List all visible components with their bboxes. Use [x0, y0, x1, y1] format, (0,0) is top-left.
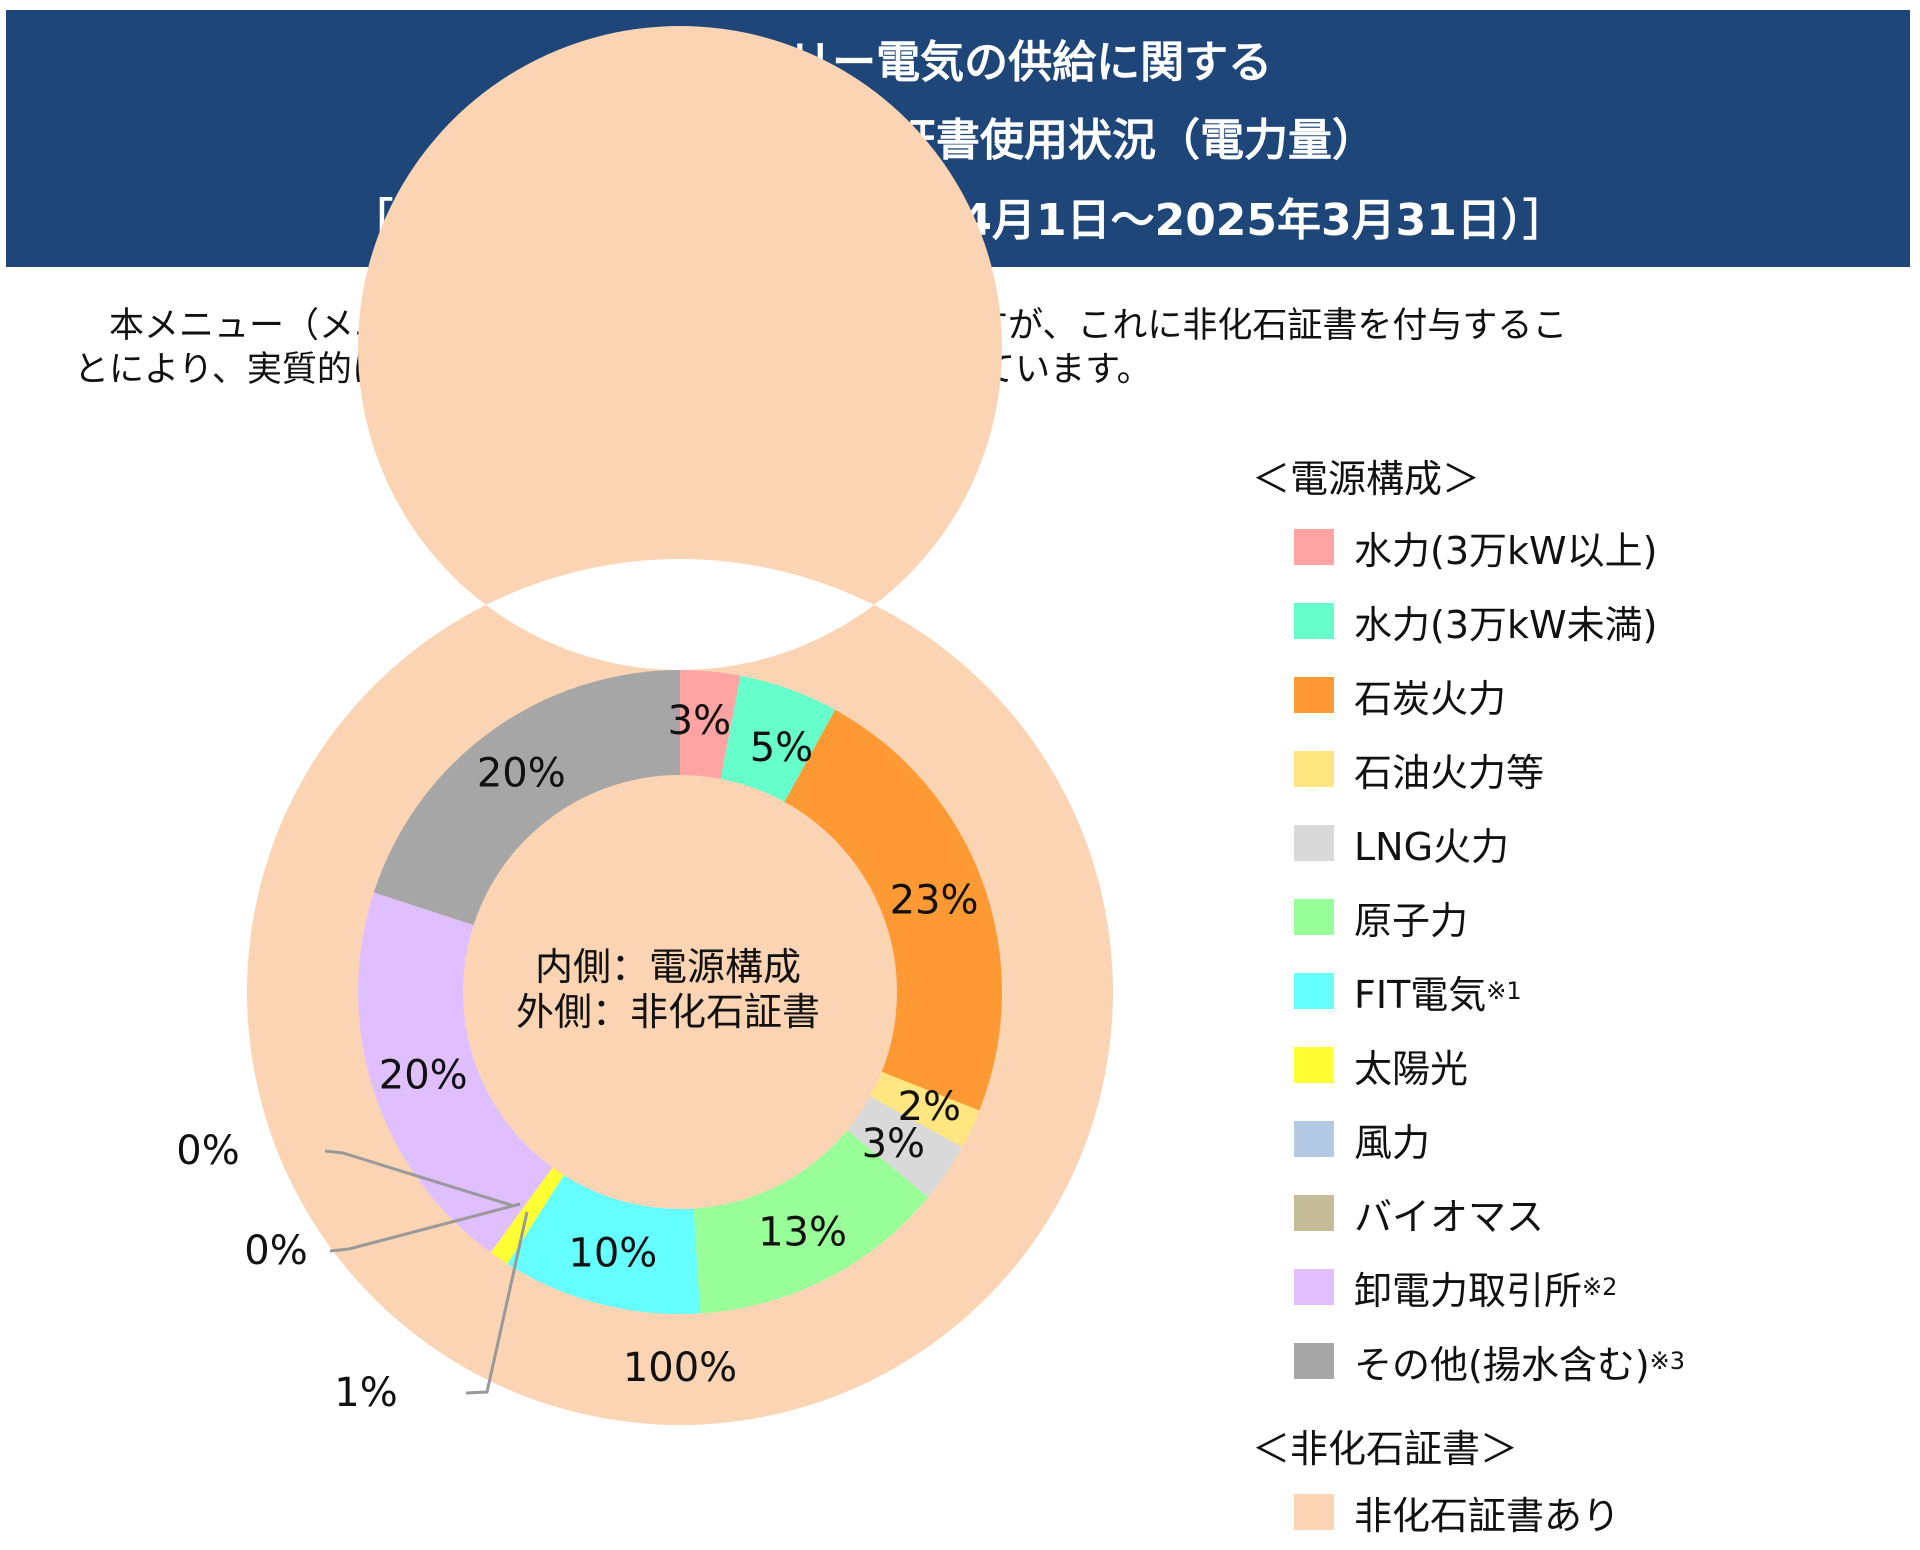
legend-item-2: 石炭火力 [1294, 673, 1506, 721]
leader-line-8 [324, 1149, 515, 1208]
legend-label: バイオマス [1354, 1194, 1545, 1239]
legend-swatch [1294, 1343, 1334, 1379]
legend-heading-inner: ＜電源構成＞ [1252, 457, 1481, 501]
legend-swatch [1294, 603, 1334, 639]
legend-footnote: ※3 [1649, 1347, 1686, 1375]
inner-slice-2 [784, 709, 1002, 1111]
center-label-inner: 内側：電源構成 [535, 945, 801, 989]
legend-label: 非化石証書あり [1354, 1493, 1621, 1538]
legend-item-7: 太陽光 [1294, 1043, 1468, 1091]
inner-label-5: 13% [758, 1210, 847, 1256]
legend-label: FIT電気 [1354, 972, 1487, 1017]
legend-item-10: 卸電力取引所 ※2 [1294, 1265, 1618, 1313]
center-label-outer: 外側：非化石証書 [516, 990, 820, 1034]
legend-item-9: バイオマス [1294, 1191, 1544, 1239]
inner-label-0: 3% [668, 698, 731, 744]
legend-swatch [1294, 973, 1334, 1009]
legend-swatch [1294, 1121, 1334, 1157]
legend-swatch [1294, 1494, 1334, 1530]
legend-item-8: 風力 [1294, 1117, 1430, 1165]
legend-label: 水力(3万kW未満) [1354, 602, 1658, 647]
inner-slice-4 [847, 1096, 963, 1198]
legend-swatch [1294, 529, 1334, 565]
inner-label-3: 2% [898, 1084, 961, 1130]
inner-label-11: 20% [477, 751, 566, 797]
legend-item-11: その他(揚水含む) ※3 [1294, 1339, 1686, 1387]
legend-swatch [1294, 1195, 1334, 1231]
inner-slice-5 [693, 1130, 929, 1314]
inner-slice-3 [870, 1071, 980, 1148]
inner-slice-6 [507, 1175, 701, 1314]
legend-label: その他(揚水含む) [1354, 1342, 1650, 1387]
inner-label-4: 3% [862, 1121, 925, 1167]
legend-footnote: ※2 [1582, 1273, 1618, 1301]
legend-heading-outer: ＜非化石証書＞ [1252, 1427, 1519, 1471]
legend-item-4: LNG火力 [1294, 821, 1509, 869]
legend-item-3: 石油火力等 [1294, 747, 1544, 795]
inner-slice-11 [373, 670, 680, 925]
legend-label: 卸電力取引所 [1354, 1268, 1583, 1313]
legend-footnote: ※1 [1486, 977, 1522, 1005]
legend-swatch [1294, 825, 1334, 861]
legend-swatch [1294, 751, 1334, 787]
inner-slice-1 [720, 675, 836, 802]
legend-label: 石炭火力 [1354, 676, 1507, 721]
inner-label-2: 23% [890, 878, 979, 924]
leader-line-9 [329, 1202, 521, 1253]
legend-swatch [1294, 677, 1334, 713]
leader-line-7 [465, 1211, 529, 1395]
inner-label-8: 0% [176, 1128, 239, 1174]
outer-label-100: 100% [623, 1345, 737, 1391]
legend-item-non-fossil: 非化石証書あり [1294, 1490, 1620, 1538]
legend-label: 石油火力等 [1354, 750, 1545, 795]
legend-label: 水力(3万kW以上) [1354, 528, 1658, 573]
legend-item-5: 原子力 [1294, 895, 1468, 943]
legend-swatch [1294, 899, 1334, 935]
inner-label-9: 0% [244, 1228, 307, 1274]
inner-slice-10 [358, 892, 553, 1253]
inner-label-7: 1% [334, 1370, 397, 1416]
legend-label: LNG火力 [1354, 824, 1510, 869]
legend-label: 原子力 [1354, 898, 1469, 943]
legend-item-1: 水力(3万kW未満) [1294, 599, 1657, 647]
legend-item-0: 水力(3万kW以上) [1294, 525, 1657, 573]
inner-label-10: 20% [379, 1052, 468, 1098]
legend-swatch [1294, 1047, 1334, 1083]
inner-slice-0 [680, 670, 741, 779]
inner-label-1: 5% [750, 725, 813, 771]
inner-label-6: 10% [568, 1231, 657, 1277]
legend-label: 風力 [1354, 1120, 1431, 1165]
legend-swatch [1294, 1269, 1334, 1305]
legend-item-6: FIT電気 ※1 [1294, 969, 1522, 1017]
legend-label: 太陽光 [1354, 1046, 1469, 1091]
